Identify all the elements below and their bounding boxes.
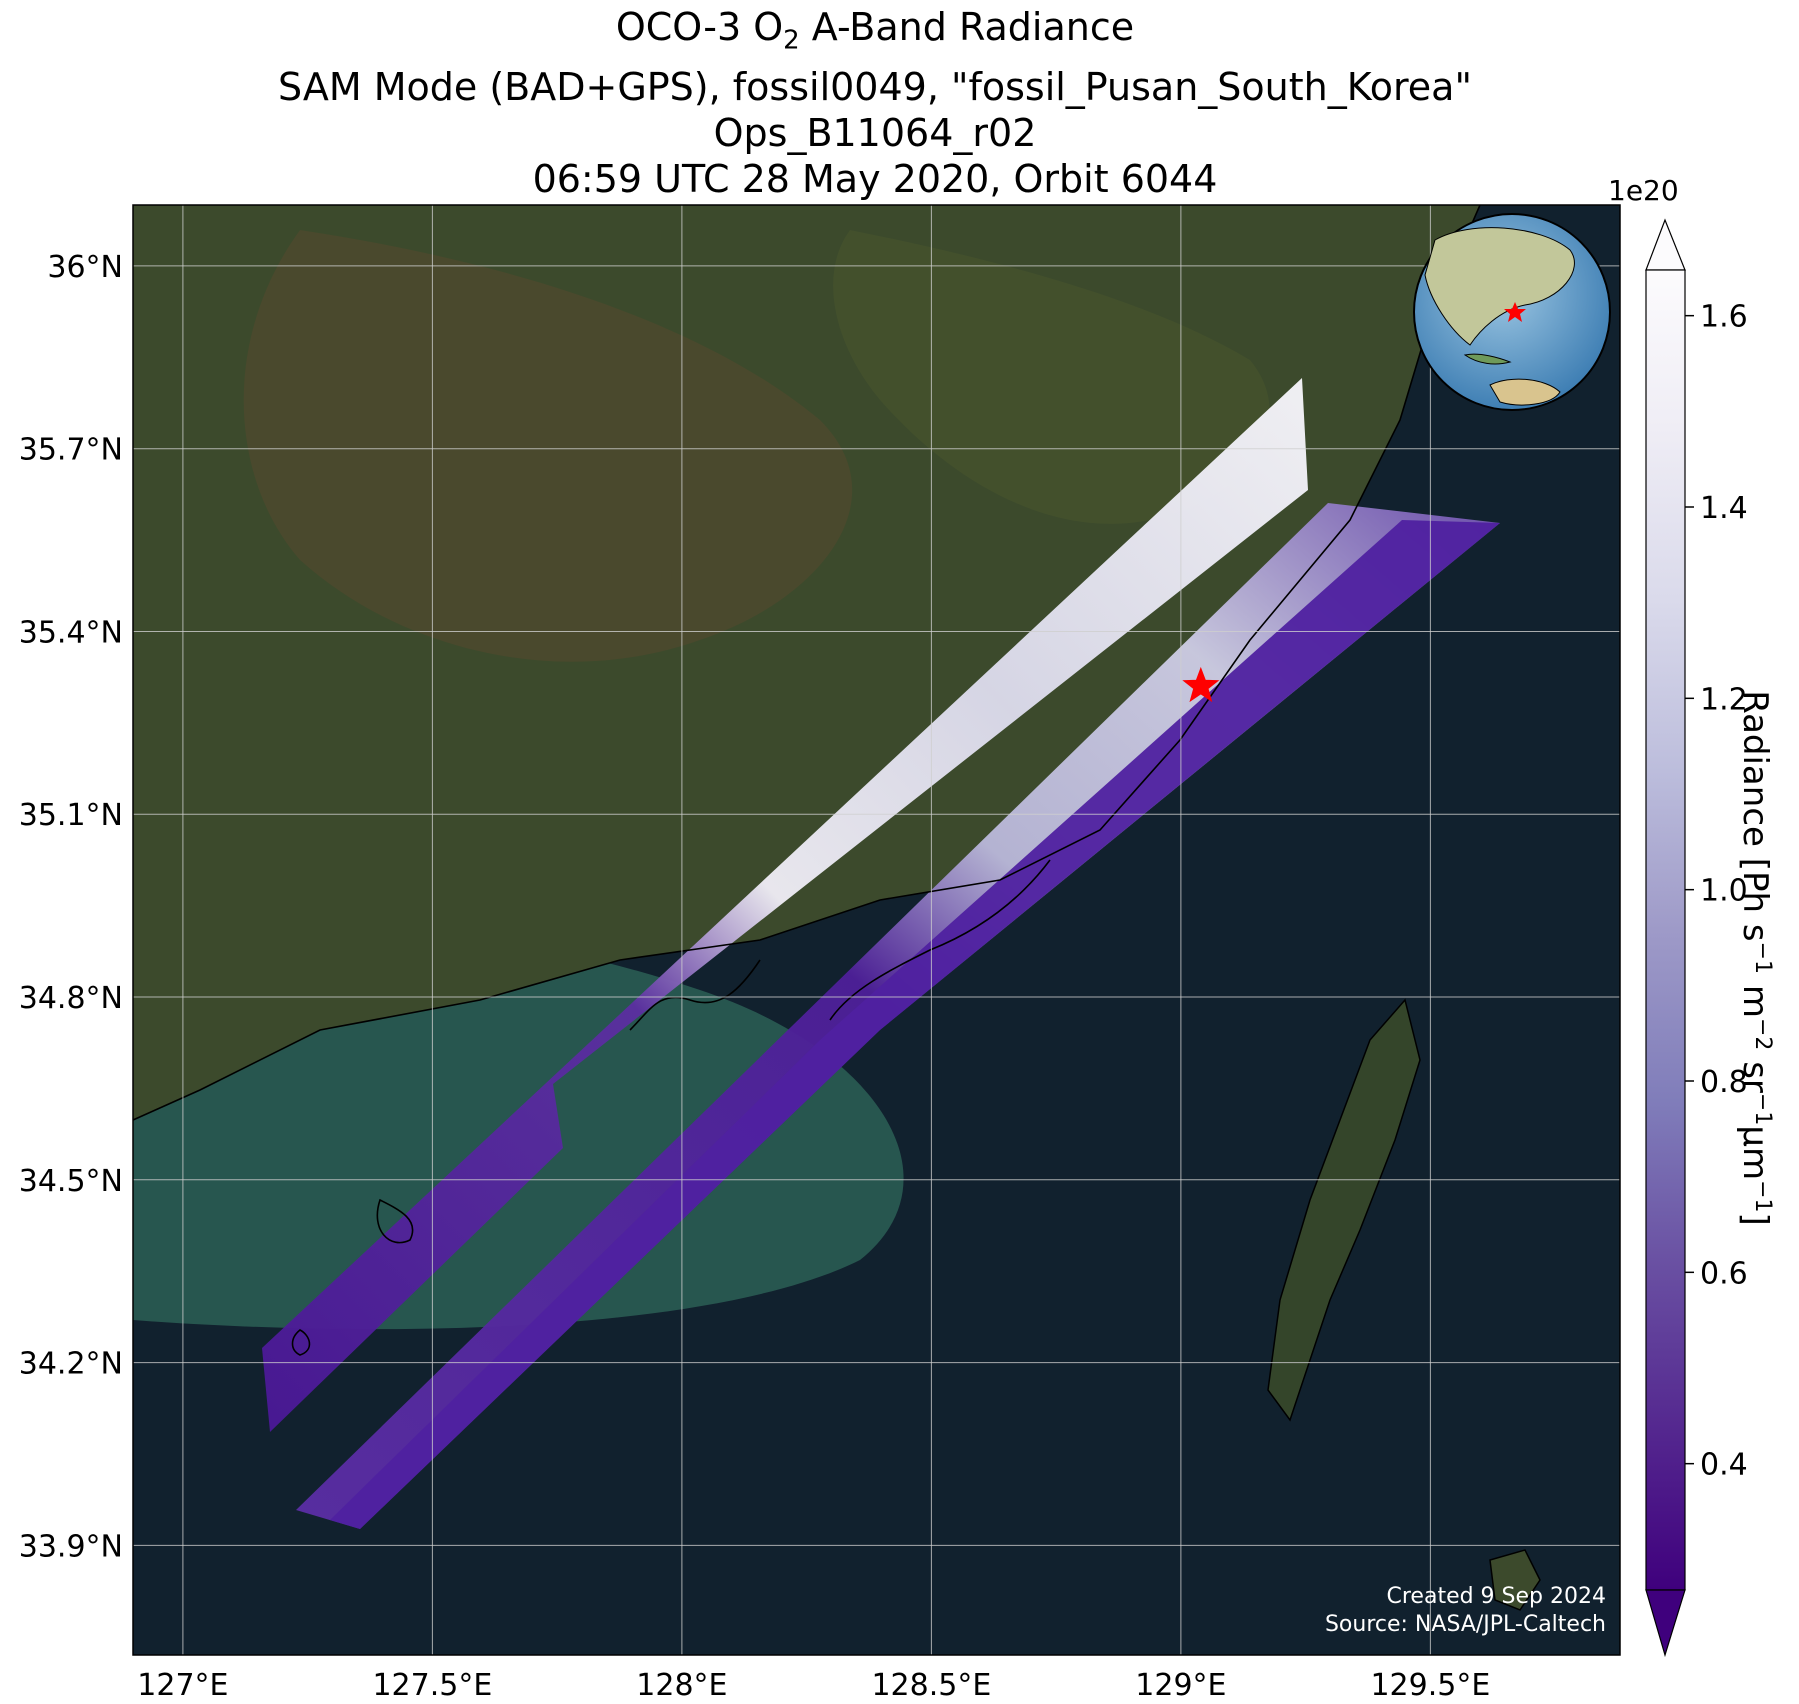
lon-tick-label: 127°E xyxy=(137,1668,228,1703)
title-line-1: OCO-3 O2 A-Band Radiance xyxy=(615,5,1135,56)
map-area xyxy=(133,205,1620,1655)
target-star-marker xyxy=(1182,666,1220,703)
lat-tick-label: 34.2°N xyxy=(19,1347,123,1382)
colorbar-tick-label: 0.6 xyxy=(1700,1256,1748,1291)
inset-globe xyxy=(1413,213,1611,411)
colorbar-label: Radiance [Ph s−1 m−2 sr−1μm−1] xyxy=(1734,690,1776,1226)
colorbar-tick-label: 0.4 xyxy=(1700,1448,1748,1483)
colorbar-tick-label: 1.2 xyxy=(1700,682,1748,717)
radiance-swaths xyxy=(262,378,1500,1529)
title-line-3: Ops_B11064_r02 xyxy=(713,110,1037,155)
map-gridlines xyxy=(133,205,1620,1655)
colorbar-tick-label: 1.6 xyxy=(1700,300,1748,335)
lon-tick-label: 127.5°E xyxy=(372,1668,492,1703)
credit-source: Source: NASA/JPL-Caltech xyxy=(1324,1612,1606,1637)
chart-title: OCO-3 O2 A-Band Radiance SAM Mode (BAD+G… xyxy=(0,4,1750,202)
lat-tick-label: 34.5°N xyxy=(19,1164,123,1199)
colorbar-extend-bottom xyxy=(1645,1589,1686,1658)
title-line-4: 06:59 UTC 28 May 2020, Orbit 6044 xyxy=(532,156,1218,201)
inset-asia-land xyxy=(1424,227,1575,346)
colorbar-tick-label: 0.8 xyxy=(1700,1065,1748,1100)
lat-tick-label: 34.8°N xyxy=(19,981,123,1016)
inset-indonesia-land xyxy=(1463,353,1512,365)
title-line-2: SAM Mode (BAD+GPS), fossil0049, "fossil_… xyxy=(278,64,1472,109)
colorbar-exponent: 1e20 xyxy=(1608,174,1679,207)
lat-tick-label: 36°N xyxy=(47,250,123,285)
colorbar-extend-top xyxy=(1645,218,1686,271)
korean-peninsula-land xyxy=(133,205,1480,1120)
colorbar: 1.6 1.4 1.2 1.0 0.8 0.6 0.4 xyxy=(1645,218,1748,1658)
lat-tick-label: 33.9°N xyxy=(19,1529,123,1564)
map-frame xyxy=(132,204,1621,1656)
swath-south-sea xyxy=(330,520,1500,1529)
colorbar-tick-label: 1.4 xyxy=(1700,491,1748,526)
coastlines xyxy=(133,205,1481,1356)
swath-north xyxy=(262,378,1308,1432)
mountain-shading-2 xyxy=(833,230,1270,524)
lon-tick-label: 128.5°E xyxy=(871,1668,991,1703)
lon-tick-label: 128°E xyxy=(636,1668,727,1703)
axis-labels: 36°N 35.7°N 35.4°N 35.1°N 34.8°N 34.5°N 34.2°N… xyxy=(19,250,1491,1703)
tsushima-island xyxy=(1267,998,1421,1422)
lon-tick-label: 129.5°E xyxy=(1370,1668,1490,1703)
inset-australia-land xyxy=(1489,378,1561,406)
credit-created: Created 9 Sep 2024 xyxy=(1386,1584,1607,1609)
lon-tick-label: 129°E xyxy=(1135,1668,1226,1703)
colorbar-tick-label: 1.0 xyxy=(1700,874,1748,909)
inset-star-marker xyxy=(1504,302,1526,322)
lat-tick-label: 35.4°N xyxy=(19,615,123,650)
iki-island xyxy=(1489,1549,1541,1611)
lat-tick-label: 35.1°N xyxy=(19,798,123,833)
mountain-shading xyxy=(243,230,853,662)
colorbar-body xyxy=(1645,269,1686,1591)
lat-tick-label: 35.7°N xyxy=(19,433,123,468)
